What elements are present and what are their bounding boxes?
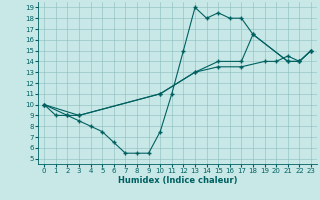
X-axis label: Humidex (Indice chaleur): Humidex (Indice chaleur) xyxy=(118,176,237,185)
